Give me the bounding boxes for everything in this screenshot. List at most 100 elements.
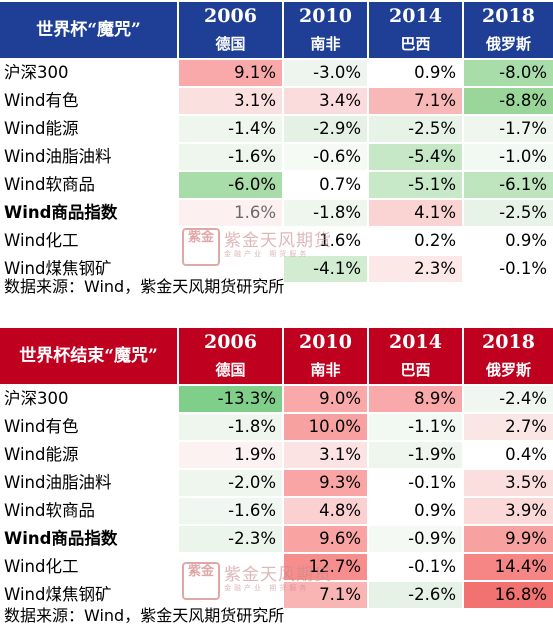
- table-cell: -2.4%: [462, 385, 553, 413]
- table-title: 世界杯“魔咒”: [0, 1, 178, 59]
- row-label: Wind化工: [4, 557, 79, 576]
- table-cell: [177, 553, 283, 581]
- row-label: 沪深300: [4, 389, 69, 408]
- world-cup-curse-table: 世界杯“魔咒” 2006 2010 2014 2018 德国 南非 巴西 俄罗斯 沪深300 9.1…: [0, 0, 553, 282]
- table-cell: 16.8%: [462, 581, 553, 608]
- column-country-header: 巴西: [367, 30, 463, 59]
- row-label: Wind化工: [4, 231, 79, 250]
- row-label: Wind软商品: [4, 501, 95, 520]
- table-cell: 0.9%: [367, 497, 463, 525]
- table-cell: 9.6%: [282, 525, 368, 553]
- watermark-logo: 紫金 紫金天风期货 金融产业 期货服务: [182, 224, 332, 268]
- row-label: Wind有色: [4, 417, 79, 436]
- table-cell: -2.5%: [367, 115, 463, 143]
- table-cell: 10.0%: [282, 413, 368, 441]
- column-country-header: 巴西: [367, 356, 463, 385]
- table-cell: [177, 227, 283, 255]
- source-note: 数据来源：Wind，紫金天风期货研究所: [4, 277, 285, 296]
- table-cell: 9.3%: [282, 469, 368, 497]
- row-label: Wind商品指数: [4, 529, 118, 548]
- table-cell: -0.9%: [367, 525, 463, 553]
- column-year-header: 2010: [282, 1, 368, 30]
- row-label: 沪深300: [4, 63, 69, 82]
- table-cell: 0.7%: [282, 171, 368, 199]
- watermark-subtext: 金融产业 期货服务: [224, 584, 310, 592]
- table-cell: 3.4%: [282, 87, 368, 115]
- table-cell: -1.7%: [462, 115, 553, 143]
- column-year-header: 2006: [177, 327, 283, 356]
- table-row: Wind有色 3.1% 3.4% 7.1% -8.8%: [0, 87, 553, 115]
- watermark-text: 紫金天风期货: [224, 565, 332, 585]
- table-cell: -1.4%: [177, 115, 283, 143]
- table-cell: -0.1%: [367, 469, 463, 497]
- column-country-header: 俄罗斯: [462, 30, 553, 59]
- table-cell: -2.9%: [282, 115, 368, 143]
- table-row: 沪深300 9.1% -3.0% 0.9% -8.0%: [0, 59, 553, 87]
- table-cell: -8.0%: [462, 59, 553, 87]
- table-cell: 9.9%: [462, 525, 553, 553]
- world-cup-end-curse-table: 世界杯结束“魔咒” 2006 2010 2014 2018 德国 南非 巴西 俄罗斯 沪深300-…: [0, 326, 553, 608]
- header-year-row: 世界杯结束“魔咒” 2006 2010 2014 2018: [0, 327, 553, 385]
- table-cell: -0.1%: [367, 553, 463, 581]
- column-year-header: 2014: [367, 1, 463, 30]
- table-cell: 7.1%: [367, 87, 463, 115]
- table-row: Wind商品指数 -2.3% 9.6% -0.9% 9.9%: [0, 525, 553, 553]
- table-cell: -1.8%: [282, 199, 368, 227]
- table-cell: 3.1%: [177, 87, 283, 115]
- column-country-header: 南非: [282, 356, 368, 385]
- table-title: 世界杯结束“魔咒”: [0, 327, 178, 385]
- table-cell: 12.7%: [282, 553, 368, 581]
- row-label: Wind软商品: [4, 175, 95, 194]
- table-body: 世界杯结束“魔咒” 2006 2010 2014 2018 德国 南非 巴西 俄罗斯 沪深300-…: [0, 327, 553, 608]
- header-year-row: 世界杯“魔咒” 2006 2010 2014 2018: [0, 1, 553, 59]
- table-cell: 0.2%: [367, 227, 463, 255]
- table-cell: -1.9%: [367, 441, 463, 469]
- table-row: Wind油脂油料 -2.0% 9.3% -0.1% 3.5%: [0, 469, 553, 497]
- table-row: Wind能源 -1.4% -2.9% -2.5% -1.7%: [0, 115, 553, 143]
- table-cell: 8.9%: [367, 385, 463, 413]
- table-row: Wind煤焦钢矿 7.1% -2.6% 16.8%: [0, 581, 553, 608]
- table-row: Wind能源 1.9% 3.1% -1.9% 0.4%: [0, 441, 553, 469]
- table-row: Wind商品指数 1.6% -1.8% 4.1% -2.5%: [0, 199, 553, 227]
- table-cell: -1.0%: [462, 143, 553, 171]
- watermark-text: 紫金天风期货: [224, 231, 332, 251]
- column-country-header: 俄罗斯: [462, 356, 553, 385]
- row-label: Wind油脂油料: [4, 147, 112, 166]
- table-cell: -6.0%: [177, 171, 283, 199]
- table-cell: -4.1%: [282, 255, 368, 282]
- row-label: Wind煤焦钢矿: [4, 585, 112, 604]
- table-cell: 9.0%: [282, 385, 368, 413]
- column-year-header: 2018: [462, 1, 553, 30]
- table-cell: -1.8%: [177, 413, 283, 441]
- table-cell: -0.1%: [462, 255, 553, 282]
- table-row: Wind软商品 -1.6% 4.8% 0.9% 3.9%: [0, 497, 553, 525]
- header-country-row: 德国 南非 巴西 俄罗斯: [0, 30, 553, 59]
- table-cell: [177, 581, 283, 608]
- watermark-seal: 紫金: [182, 562, 220, 600]
- table-cell: -3.0%: [282, 59, 368, 87]
- table-cell: -2.0%: [177, 469, 283, 497]
- table-cell: -1.6%: [177, 497, 283, 525]
- table-cell: 3.5%: [462, 469, 553, 497]
- row-label: Wind商品指数: [4, 203, 118, 222]
- column-country-header: 南非: [282, 30, 368, 59]
- watermark-logo: 紫金 紫金天风期货 金融产业 期货服务: [182, 558, 332, 602]
- column-country-header: 德国: [177, 356, 283, 385]
- table-cell: -6.1%: [462, 171, 553, 199]
- table-cell: -1.6%: [177, 143, 283, 171]
- row-label: Wind能源: [4, 445, 79, 464]
- table-cell: 3.9%: [462, 497, 553, 525]
- row-label: Wind有色: [4, 91, 79, 110]
- table-row: 沪深300 -13.3% 9.0% 8.9% -2.4%: [0, 385, 553, 413]
- table-row: Wind化工 12.7% -0.1% 14.4%: [0, 553, 553, 581]
- table-row: Wind软商品 -6.0% 0.7% -5.1% -6.1%: [0, 171, 553, 199]
- table-cell: 2.3%: [367, 255, 463, 282]
- table-cell: 1.6%: [177, 199, 283, 227]
- header-country-row: 德国 南非 巴西 俄罗斯: [0, 356, 553, 385]
- column-year-header: 2014: [367, 327, 463, 356]
- table-cell: -8.8%: [462, 87, 553, 115]
- row-label: Wind能源: [4, 119, 79, 138]
- table-cell: -5.4%: [367, 143, 463, 171]
- table-cell: 0.9%: [367, 59, 463, 87]
- source-note: 数据来源：Wind，紫金天风期货研究所: [4, 606, 285, 625]
